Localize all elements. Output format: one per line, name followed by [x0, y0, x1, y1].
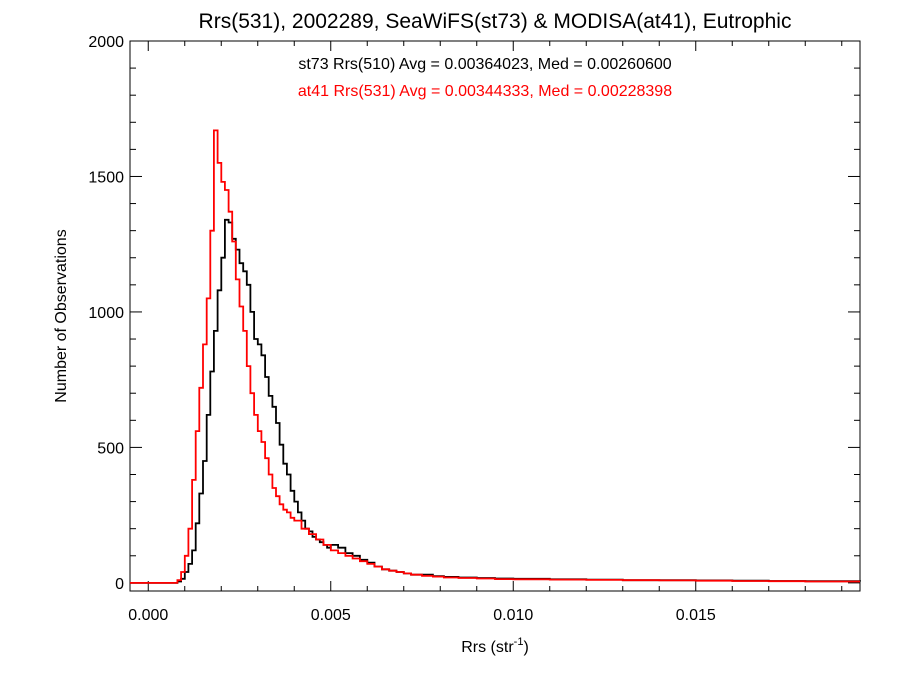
y-axis-label: Number of Observations: [53, 229, 70, 402]
y-tick-label: 500: [97, 440, 124, 457]
y-tick-label: 0: [115, 576, 124, 593]
plot-frame: [129, 40, 861, 592]
y-tick-label: 1500: [88, 169, 124, 186]
y-tick-label: 1000: [88, 305, 124, 322]
x-axis-label-main: Rrs (str: [461, 639, 514, 656]
x-tick-label: 0.005: [311, 607, 351, 624]
series-layer: [130, 129, 861, 584]
series-line-st73: [130, 218, 861, 584]
y-axis-ticks: 0 500 1000 1500 2000: [88, 34, 860, 593]
chart-title: Rrs(531), 2002289, SeaWiFS(st73) & MODIS…: [199, 10, 792, 33]
annotation-st73-stats: st73 Rrs(510) Avg = 0.00364023, Med = 0.…: [298, 56, 671, 73]
y-tick-label: 2000: [88, 34, 124, 51]
x-tick-label: 0.000: [128, 607, 168, 624]
x-tick-label: 0.010: [493, 607, 533, 624]
x-tick-label: 0.015: [676, 607, 716, 624]
annotation-at41-stats: at41 Rrs(531) Avg = 0.00344333, Med = 0.…: [298, 83, 672, 100]
series-line-at41: [130, 129, 860, 584]
x-axis-ticks: 0.000 0.005 0.010 0.015: [128, 41, 843, 624]
x-axis-label-superscript: -1: [514, 636, 524, 648]
x-axis-label: Rrs (str-1): [461, 636, 529, 656]
x-axis-label-end: ): [523, 639, 528, 656]
